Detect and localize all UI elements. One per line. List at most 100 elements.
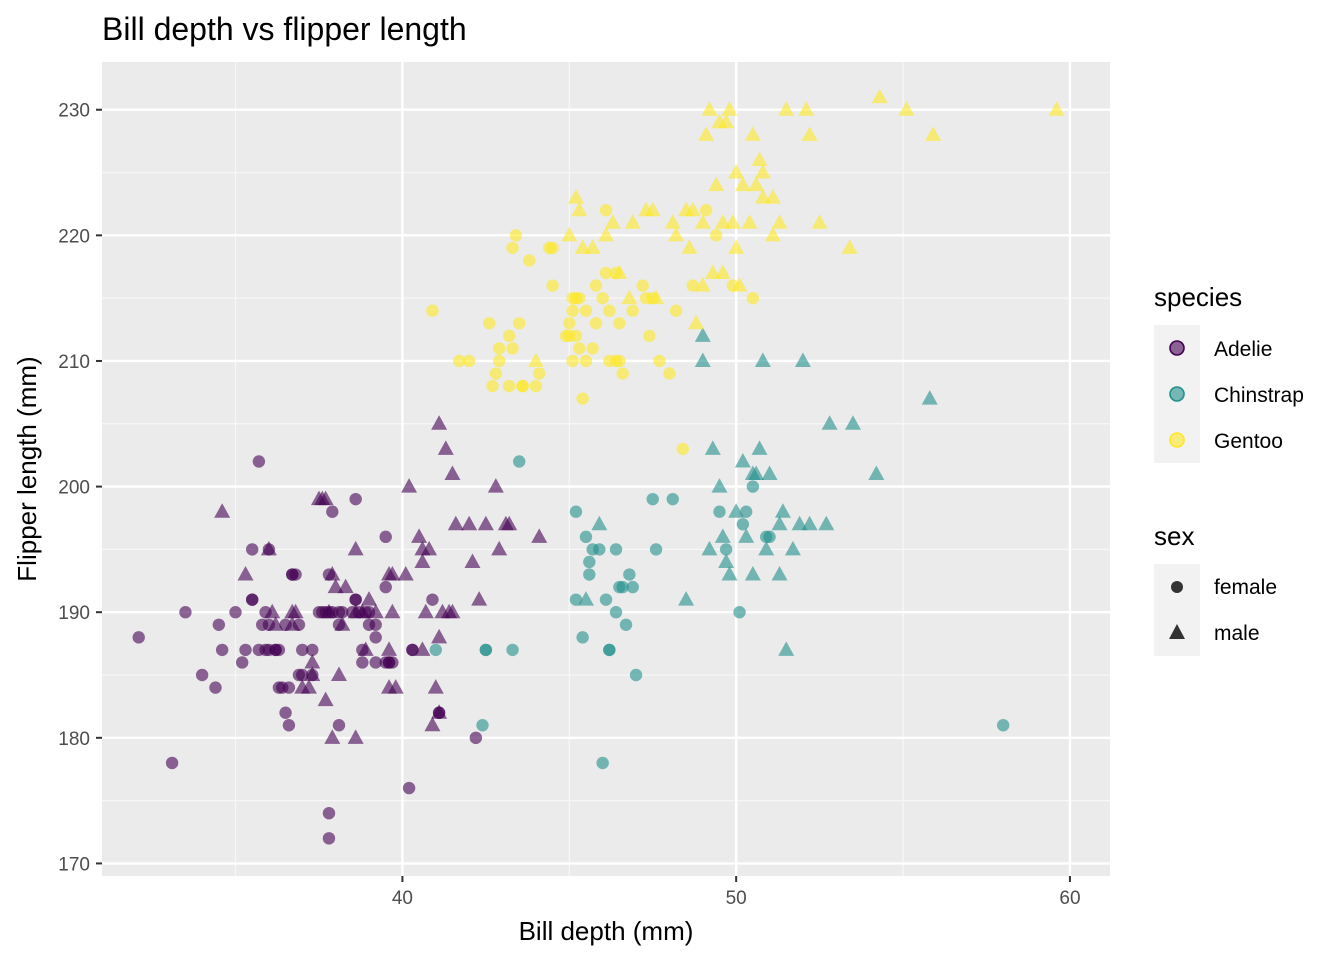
point-gentoo-male — [801, 126, 818, 141]
point-gentoo-female — [506, 241, 519, 255]
point-adelie-male — [414, 553, 431, 568]
point-adelie-male — [387, 679, 404, 694]
point-gentoo-male — [751, 151, 768, 166]
point-adelie-female — [252, 455, 266, 468]
point-adelie-female — [312, 606, 326, 619]
point-adelie-female — [336, 606, 349, 619]
point-gentoo-male — [698, 126, 715, 141]
point-gentoo-female — [746, 291, 760, 305]
point-gentoo-male — [728, 164, 745, 179]
point-gentoo-female — [489, 367, 503, 380]
point-adelie-male — [424, 716, 441, 732]
point-chinstrap-female — [576, 631, 589, 644]
point-chinstrap-female — [666, 492, 679, 506]
point-gentoo-male — [664, 214, 681, 229]
legend-key-adelie — [1169, 340, 1185, 356]
point-gentoo-female — [523, 254, 536, 267]
point-gentoo-female — [639, 291, 653, 305]
point-chinstrap-female — [583, 555, 596, 569]
point-adelie-male — [411, 528, 428, 543]
point-gentoo-male — [714, 264, 731, 280]
point-gentoo-female — [492, 354, 506, 368]
legend-key-gentoo — [1169, 432, 1185, 448]
point-adelie-male — [431, 415, 448, 430]
legend-label-female: female — [1214, 576, 1277, 599]
point-gentoo-male — [764, 226, 781, 242]
point-adelie-female — [379, 580, 392, 594]
point-gentoo-female — [586, 342, 599, 355]
point-adelie-male — [327, 578, 344, 594]
point-gentoo-female — [452, 354, 466, 368]
point-adelie-male — [461, 515, 478, 531]
point-gentoo-female — [663, 367, 676, 380]
point-gentoo-female — [616, 367, 629, 380]
point-gentoo-male — [574, 239, 591, 254]
point-adelie-male — [304, 653, 321, 669]
point-adelie-female — [322, 806, 336, 820]
point-chinstrap-male — [771, 566, 788, 581]
point-gentoo-female — [613, 354, 626, 368]
point-gentoo-male — [754, 164, 771, 179]
point-adelie-female — [369, 618, 382, 631]
y-tick-label: 230 — [58, 101, 90, 122]
point-adelie-male — [334, 616, 351, 631]
point-adelie-female — [322, 832, 336, 845]
point-chinstrap-male — [704, 440, 721, 455]
point-adelie-male — [437, 440, 454, 455]
point-adelie-male — [320, 603, 337, 619]
point-chinstrap-female — [996, 719, 1010, 732]
point-gentoo-female — [503, 329, 516, 343]
point-gentoo-male — [584, 239, 601, 254]
point-adelie-male — [431, 704, 448, 719]
legend-label-chinstrap: Chinstrap — [1214, 384, 1304, 407]
point-adelie-male — [464, 553, 481, 568]
point-chinstrap-female — [623, 568, 636, 581]
point-chinstrap-male — [678, 591, 695, 606]
point-gentoo-male — [644, 201, 661, 217]
point-gentoo-male — [754, 189, 771, 204]
point-chinstrap-male — [771, 515, 788, 531]
point-adelie-female — [195, 668, 209, 682]
point-chinstrap-male — [751, 440, 768, 455]
point-chinstrap-female — [603, 643, 616, 657]
point-gentoo-female — [643, 329, 656, 343]
point-adelie-female — [282, 681, 296, 694]
point-adelie-male — [431, 628, 448, 644]
point-gentoo-male — [871, 88, 888, 104]
point-adelie-female — [165, 756, 179, 770]
point-gentoo-female — [599, 266, 613, 280]
point-chinstrap-male — [868, 465, 885, 481]
point-adelie-male — [324, 566, 341, 581]
point-gentoo-male — [714, 214, 731, 229]
point-gentoo-male — [668, 226, 685, 242]
legend-key-female — [1171, 581, 1183, 593]
point-gentoo-male — [571, 201, 588, 217]
point-adelie-female — [282, 719, 296, 732]
point-adelie-female — [369, 631, 382, 644]
y-axis-ticks: 170 180 190 200 210 220 230 — [58, 101, 102, 875]
point-chinstrap-male — [818, 515, 835, 531]
point-adelie-male — [501, 515, 518, 531]
point-gentoo-male — [1048, 101, 1065, 116]
point-chinstrap-male — [784, 540, 801, 556]
point-adelie-female — [245, 543, 259, 556]
point-chinstrap-female — [609, 606, 623, 619]
point-adelie-female — [356, 656, 369, 669]
point-adelie-female — [279, 706, 292, 719]
point-adelie-female — [269, 643, 282, 657]
point-chinstrap-male — [718, 553, 735, 568]
point-chinstrap-female — [649, 543, 663, 556]
point-chinstrap-female — [476, 719, 489, 732]
point-adelie-male — [471, 591, 488, 606]
point-chinstrap-male — [821, 415, 838, 430]
point-adelie-female — [235, 656, 249, 669]
point-gentoo-female — [579, 354, 593, 368]
point-chinstrap-female — [626, 580, 639, 594]
point-gentoo-female — [566, 304, 579, 317]
point-adelie-female — [212, 618, 226, 631]
point-adelie-female — [469, 731, 483, 745]
point-gentoo-female — [462, 354, 476, 368]
point-chinstrap-female — [739, 505, 753, 518]
point-adelie-male — [444, 603, 461, 619]
point-gentoo-female — [513, 317, 526, 330]
